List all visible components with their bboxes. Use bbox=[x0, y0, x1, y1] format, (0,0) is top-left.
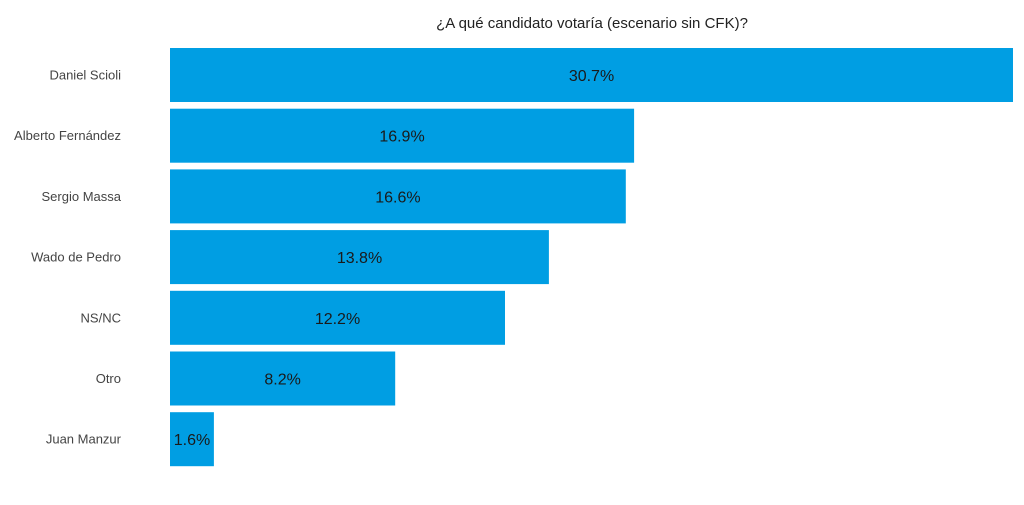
value-label: 12.2% bbox=[315, 311, 360, 328]
value-label: 30.7% bbox=[569, 68, 614, 85]
chart-title: ¿A qué candidato votaría (escenario sin … bbox=[436, 15, 748, 32]
category-label: Otro bbox=[96, 371, 121, 386]
bar bbox=[170, 169, 626, 224]
value-label: 13.8% bbox=[337, 250, 382, 267]
bar bbox=[170, 108, 635, 163]
bar bbox=[170, 290, 505, 345]
category-label: NS/NC bbox=[81, 310, 121, 325]
bar bbox=[170, 351, 396, 406]
value-label: 16.9% bbox=[379, 129, 424, 146]
value-label: 8.2% bbox=[264, 372, 300, 389]
category-label: Daniel Scioli bbox=[49, 68, 121, 83]
bar bbox=[170, 230, 549, 285]
category-label: Wado de Pedro bbox=[31, 250, 121, 265]
value-labels: 30.7% 16.9% 16.6% 13.8% 12.2% 8.2% 1.6% bbox=[174, 68, 614, 449]
category-label: Alberto Fernández bbox=[14, 128, 121, 143]
category-label: Sergio Massa bbox=[42, 189, 122, 204]
category-labels: Daniel Scioli Alberto Fernández Sergio Mas… bbox=[14, 68, 122, 447]
bars-layer bbox=[170, 48, 1013, 467]
value-label: 16.6% bbox=[375, 189, 420, 206]
bar bbox=[170, 412, 214, 467]
value-label: 1.6% bbox=[174, 432, 210, 449]
category-label: Juan Manzur bbox=[46, 432, 122, 447]
bar bbox=[170, 48, 1013, 102]
